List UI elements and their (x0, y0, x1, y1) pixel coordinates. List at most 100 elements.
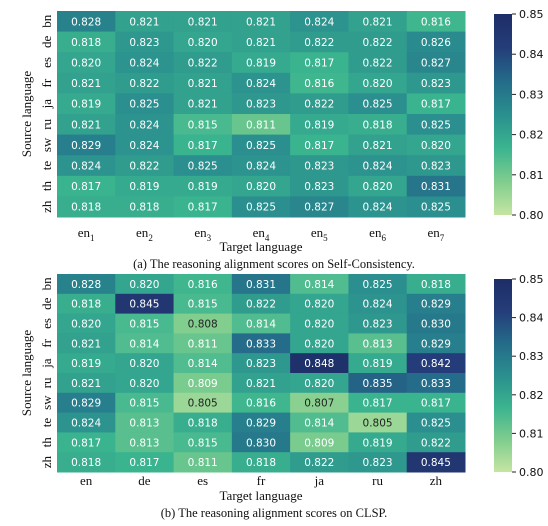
heatmap-cell (231, 274, 291, 295)
heatmap-cell (57, 353, 116, 374)
cell-value-label: 0.829 (71, 398, 101, 410)
x-tick-label: es (197, 473, 208, 488)
heatmap-cell (57, 274, 116, 295)
cell-value-label: 0.822 (188, 58, 218, 70)
y-axis-label: Source language (19, 71, 34, 158)
cell-value-label: 0.814 (246, 319, 276, 331)
heatmap-cell (348, 175, 408, 197)
colorbar (494, 279, 512, 472)
cell-value-label: 0.826 (421, 37, 451, 49)
heatmap-cell (348, 432, 408, 453)
cell-value-label: 0.821 (188, 16, 218, 28)
cell-value-label: 0.822 (304, 99, 334, 111)
heatmap-cell (290, 452, 349, 473)
cell-value-label: 0.818 (188, 418, 218, 430)
cell-value-label: 0.820 (129, 358, 159, 370)
cell-value-label: 0.822 (363, 58, 393, 70)
heatmap-cell (406, 432, 466, 453)
heatmap-cell (231, 353, 291, 374)
heatmap-cell (348, 196, 408, 218)
heatmap-cell (173, 274, 233, 295)
cell-value-label: 0.807 (304, 398, 334, 410)
heatmap-cell (231, 11, 291, 33)
cell-value-label: 0.818 (71, 299, 101, 311)
heatmap-cell (173, 353, 233, 374)
x-tick-label: en5 (311, 225, 328, 243)
cell-value-label: 0.825 (421, 202, 451, 214)
heatmap-cell (57, 52, 116, 74)
cell-value-label: 0.815 (129, 398, 159, 410)
cell-value-label: 0.821 (129, 16, 159, 28)
cell-value-label: 0.821 (246, 16, 276, 28)
y-tick-label: es (39, 57, 54, 68)
cell-value-label: 0.817 (363, 398, 393, 410)
cell-value-label: 0.816 (304, 78, 334, 90)
y-tick-label: bn (39, 14, 54, 28)
cell-value-label: 0.821 (71, 338, 101, 350)
cell-value-label: 0.818 (129, 202, 159, 214)
heatmap-cell (290, 114, 349, 136)
cell-value-label: 0.817 (188, 140, 218, 152)
heatmap-cell (115, 196, 175, 218)
colorbar-tick-label: 0.84 (519, 312, 544, 325)
heatmap-cell (57, 196, 116, 218)
cell-value-label: 0.824 (246, 78, 276, 90)
y-tick-label: ru (39, 377, 54, 388)
heatmap-cell (231, 52, 291, 74)
y-tick-label: sw (39, 137, 54, 152)
cell-value-label: 0.819 (71, 99, 101, 111)
heatmap-cell (290, 196, 349, 218)
cell-value-label: 0.821 (71, 78, 101, 90)
cell-value-label: 0.823 (246, 99, 276, 111)
heatmap-cell (290, 333, 349, 354)
cell-value-label: 0.824 (304, 16, 334, 28)
heatmap-cell (115, 155, 175, 177)
heatmap-cell (348, 93, 408, 115)
cell-value-label: 0.815 (188, 437, 218, 449)
heatmap-cell (406, 293, 466, 315)
cell-value-label: 0.813 (129, 437, 159, 449)
y-tick-label: te (39, 161, 54, 171)
heatmap-cell (348, 353, 408, 374)
heatmap-cell (290, 11, 349, 33)
cell-value-label: 0.805 (188, 398, 218, 410)
heatmap-cell (348, 52, 408, 74)
heatmap-cell (290, 31, 349, 53)
heatmap-cell (290, 134, 349, 156)
heatmap-cell (57, 114, 116, 136)
cell-value-label: 0.830 (246, 437, 276, 449)
cell-value-label: 0.822 (304, 37, 334, 49)
cell-value-label: 0.809 (188, 378, 218, 390)
heatmap-cell (173, 72, 233, 94)
heatmap-cell (348, 72, 408, 94)
heatmap-cell (231, 134, 291, 156)
heatmap-cell (231, 293, 291, 315)
heatmap-cell (231, 72, 291, 94)
cell-value-label: 0.816 (246, 398, 276, 410)
heatmap-cell (348, 155, 408, 177)
cell-value-label: 0.825 (421, 119, 451, 131)
heatmap-cell (173, 313, 233, 334)
x-tick-label: en4 (253, 225, 270, 243)
cell-value-label: 0.820 (304, 299, 334, 311)
cell-value-label: 0.820 (304, 378, 334, 390)
cell-value-label: 0.824 (363, 202, 393, 214)
heatmap-cell (173, 196, 233, 218)
heatmap-cell (173, 175, 233, 197)
heatmap-cell (231, 175, 291, 197)
heatmap-cell (290, 353, 349, 374)
heatmap-cell (348, 452, 408, 473)
x-axis-label: Target language (220, 488, 303, 503)
cell-value-label: 0.824 (363, 299, 393, 311)
heatmap-cell (173, 134, 233, 156)
cell-value-label: 0.819 (304, 119, 334, 131)
y-tick-label: th (39, 437, 54, 448)
cell-value-label: 0.815 (188, 119, 218, 131)
cell-value-label: 0.818 (71, 37, 101, 49)
x-tick-label: en3 (194, 225, 211, 243)
cell-value-label: 0.828 (71, 279, 101, 291)
cell-value-label: 0.822 (129, 161, 159, 173)
x-tick-label: zh (430, 473, 443, 488)
heatmap-cell (57, 293, 116, 315)
cell-value-label: 0.814 (129, 338, 159, 350)
